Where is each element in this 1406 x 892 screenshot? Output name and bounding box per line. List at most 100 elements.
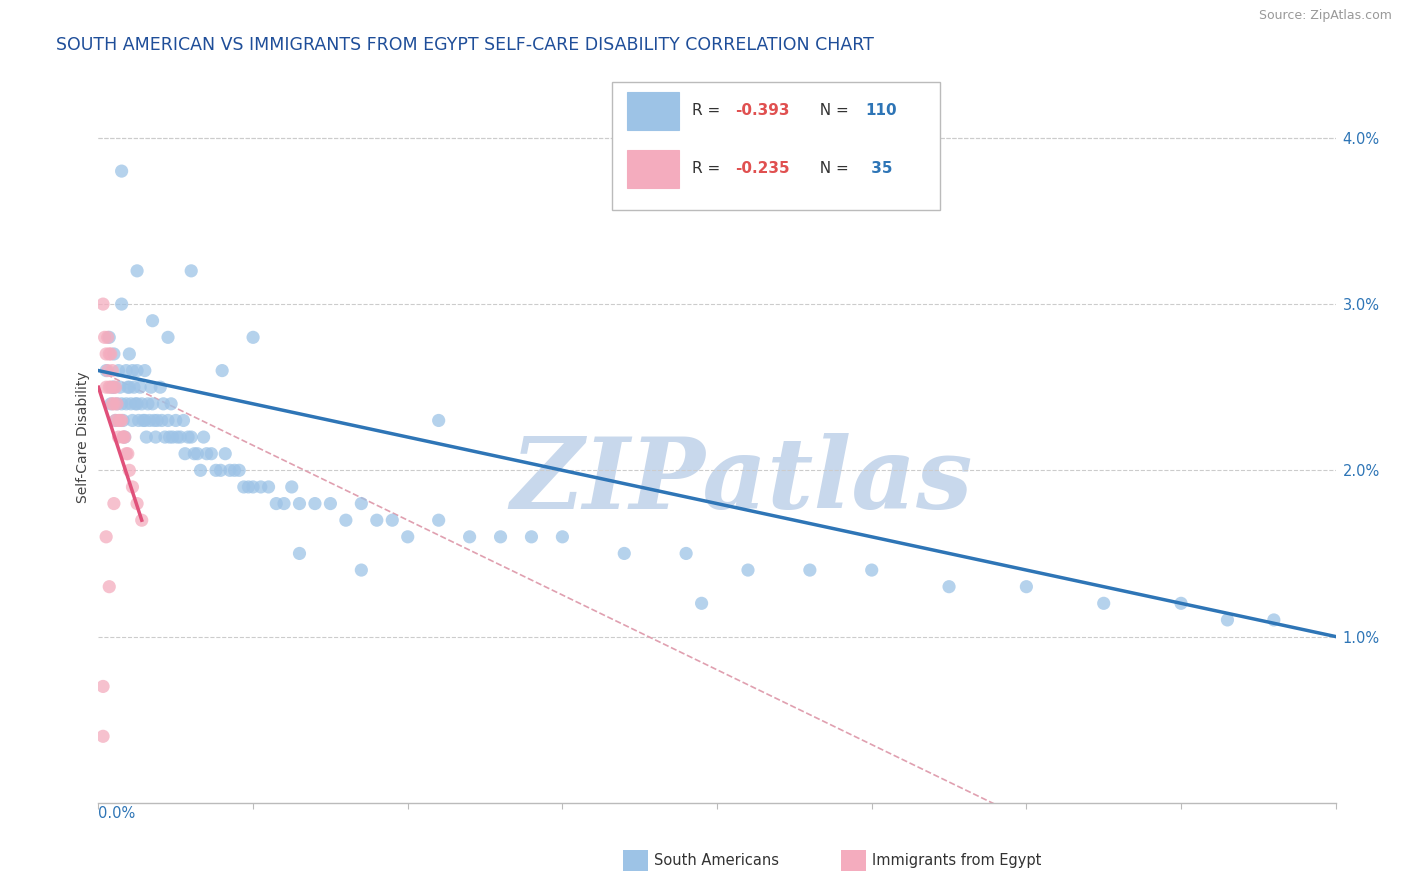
Point [132,413,155,427]
Text: R =: R = [692,161,725,176]
Point [1216,613,1239,627]
Point [112,430,135,444]
Point [138,413,160,427]
Point [938,580,960,594]
Point [111,297,134,311]
Point [91,297,114,311]
Point [100,347,122,361]
Point [1092,596,1115,610]
Point [127,264,149,278]
Point [97,363,120,377]
Point [690,596,713,610]
Point [101,397,124,411]
Point [121,413,143,427]
Point [93,330,115,344]
Point [150,413,173,427]
Text: R =: R = [692,103,725,118]
Point [157,330,180,344]
Point [100,397,122,411]
Bar [841,850,866,871]
Point [200,447,222,461]
Point [103,397,125,411]
Text: -0.235: -0.235 [735,161,790,176]
Point [613,546,636,560]
Point [105,397,128,411]
Point [117,447,139,461]
Point [121,363,143,377]
Point [142,397,165,411]
Point [145,430,167,444]
Point [238,480,260,494]
Point [799,563,821,577]
FancyBboxPatch shape [612,82,939,211]
Point [91,680,114,694]
Point [111,397,134,411]
Point [228,463,250,477]
Point [104,413,127,427]
Point [120,397,142,411]
FancyBboxPatch shape [627,151,679,188]
Text: ZIPatlas: ZIPatlas [510,433,973,529]
Point [281,480,304,494]
Point [121,480,143,494]
Point [122,380,145,394]
Point [166,430,188,444]
Point [211,363,233,377]
Text: Immigrants from Egypt: Immigrants from Egypt [872,854,1040,868]
Text: South Americans: South Americans [654,854,779,868]
Point [157,413,180,427]
Point [219,463,242,477]
Point [114,430,136,444]
Point [139,380,162,394]
Point [180,430,202,444]
Point [114,430,136,444]
Point [127,363,149,377]
Point [266,497,288,511]
Point [250,480,273,494]
Point [169,430,191,444]
Point [165,413,187,427]
Point [520,530,543,544]
Point [96,347,118,361]
Point [209,463,232,477]
Point [135,430,157,444]
Point [190,463,212,477]
Point [1170,596,1192,610]
Point [115,447,138,461]
Point [129,380,152,394]
Text: Source: ZipAtlas.com: Source: ZipAtlas.com [1258,9,1392,22]
Point [177,430,200,444]
Point [104,380,127,394]
Point [98,347,121,361]
Point [131,397,153,411]
Point [98,330,121,344]
Point [98,580,121,594]
Point [96,363,118,377]
Point [489,530,512,544]
Point [257,480,280,494]
Point [153,430,176,444]
Point [103,497,125,511]
Point [396,530,419,544]
Point [115,397,138,411]
Point [174,447,197,461]
Point [162,430,184,444]
Point [214,447,236,461]
Text: 0.0%: 0.0% [98,805,135,821]
Point [224,463,246,477]
Text: 110: 110 [866,103,897,118]
Point [108,413,131,427]
Text: N =: N = [810,103,853,118]
Point [134,363,156,377]
Point [146,413,169,427]
Point [111,413,134,427]
Point [103,347,125,361]
Point [97,330,120,344]
Bar [623,850,648,871]
Point [107,430,129,444]
Point [127,397,149,411]
Point [124,397,146,411]
Point [98,380,121,394]
Point [136,397,159,411]
Point [350,563,373,577]
